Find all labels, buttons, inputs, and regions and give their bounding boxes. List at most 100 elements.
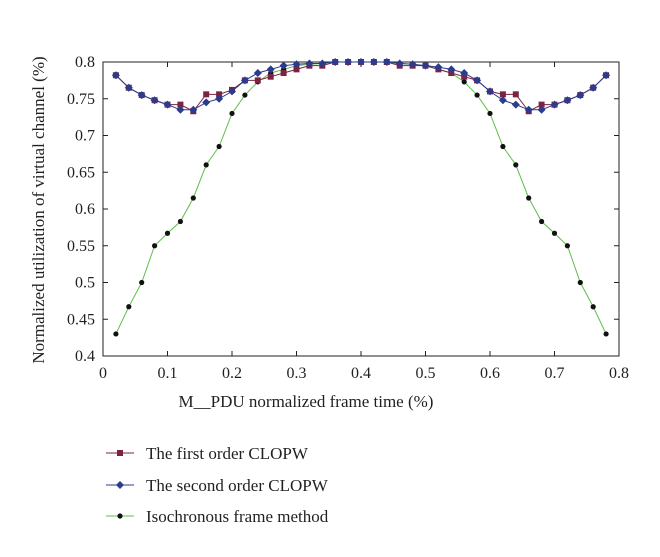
- series-3-circle-marker: [139, 279, 145, 286]
- series-3-circle-marker: [113, 331, 119, 337]
- legend: The first order CLOPW The second order CL…: [106, 444, 329, 526]
- series-1-square-marker: [254, 77, 261, 84]
- y-tick-label: 0.75: [67, 91, 95, 108]
- y-tick-label: 0.4: [75, 348, 95, 365]
- series-3: [113, 59, 609, 337]
- legend-item: Isochronous frame method: [106, 507, 329, 526]
- series-2-diamond-marker: [305, 59, 314, 68]
- series-1-square-marker: [203, 91, 210, 98]
- series-2-diamond-marker: [447, 65, 456, 74]
- y-tick-label: 0.65: [67, 164, 95, 181]
- series-2-diamond-marker: [486, 87, 494, 96]
- x-tick-label: 0: [99, 365, 107, 382]
- x-tick-label: 0.4: [351, 365, 371, 382]
- series-2-diamond-marker: [266, 65, 275, 74]
- series-2-diamond-marker: [240, 76, 249, 85]
- x-tick-label: 0.6: [480, 365, 500, 382]
- series-3-circle-marker: [229, 110, 235, 117]
- series-3-circle-marker: [177, 218, 183, 225]
- series-1-square-marker: [512, 91, 519, 98]
- series-3-circle-marker: [216, 143, 222, 150]
- series-2-diamond-marker: [460, 69, 469, 78]
- x-axis-label: M__PDU normalized frame time (%): [179, 392, 434, 411]
- series-2-diamond-marker: [111, 71, 120, 80]
- series-3-circle-marker: [190, 195, 196, 201]
- y-tick-label: 0.55: [67, 238, 95, 255]
- legend-item: The first order CLOPW: [106, 444, 309, 463]
- y-tick-labels: 0.4 0.45 0.5 0.55 0.6 0.65 0.7 0.75 0.8: [67, 54, 95, 365]
- x-tick-label: 0.2: [222, 365, 242, 382]
- series-3-circle-marker: [551, 230, 558, 236]
- series-2: [111, 58, 611, 114]
- series-1-line: [115, 61, 607, 112]
- series-2-diamond-marker: [434, 63, 443, 72]
- series-2-diamond-marker: [550, 100, 559, 109]
- series-3-circle-marker: [590, 304, 596, 310]
- x-tick-label: 0.5: [416, 365, 436, 382]
- legend-label: The second order CLOPW: [146, 476, 329, 495]
- series-2-diamond-marker: [498, 96, 507, 105]
- series-1-square-marker: [216, 91, 223, 98]
- series-2-diamond-marker: [228, 87, 236, 96]
- legend-label: The first order CLOPW: [146, 444, 309, 463]
- series-2-diamond-marker: [382, 58, 391, 66]
- y-tick-label: 0.45: [67, 311, 95, 328]
- series-2-diamond-marker: [537, 105, 546, 114]
- series-3-circle-marker: [603, 331, 609, 337]
- series-3-circle-marker: [539, 218, 545, 225]
- series-1-square-marker: [293, 66, 300, 73]
- series-3-line: [115, 61, 607, 335]
- series-2-diamond-marker: [344, 58, 353, 66]
- series-1-square-marker: [499, 91, 506, 98]
- series-3-circle-marker: [500, 143, 506, 150]
- series-2-diamond-marker: [150, 96, 159, 105]
- series-3-circle-marker: [152, 243, 158, 249]
- legend-label: Isochronous frame method: [146, 507, 329, 526]
- series-2-diamond-marker: [408, 60, 417, 69]
- series-2-diamond-marker: [215, 94, 224, 103]
- y-tick-label: 0.6: [75, 201, 95, 218]
- series-3-circle-marker: [164, 230, 171, 236]
- series-3-circle-marker: [461, 79, 467, 85]
- x-tick-label: 0.7: [545, 365, 565, 382]
- series-2-diamond-marker: [473, 76, 482, 85]
- x-tick-labels: 0 0.1 0.2 0.3 0.4 0.5 0.6 0.7 0.8: [99, 365, 629, 382]
- series-2-diamond-marker: [602, 71, 611, 80]
- series-3-circle-marker: [577, 279, 583, 286]
- series-2-diamond-marker: [331, 58, 340, 66]
- x-tick-label: 0.1: [158, 365, 178, 382]
- series-2-diamond-marker: [124, 83, 133, 92]
- legend-square-marker: [117, 450, 123, 456]
- series-2-line: [115, 61, 607, 111]
- series-2-diamond-marker: [163, 100, 172, 109]
- legend-diamond-marker: [116, 481, 124, 489]
- series-2-diamond-marker: [202, 98, 211, 107]
- series-2-diamond-marker: [589, 83, 598, 92]
- series-2-diamond-marker: [176, 105, 185, 114]
- series-1-square-marker: [267, 73, 274, 80]
- series-3-circle-marker: [526, 195, 532, 201]
- series-2-diamond-marker: [279, 61, 288, 70]
- series-3-circle-marker: [513, 162, 519, 168]
- series-3-circle-marker: [564, 243, 571, 249]
- y-tick-label: 0.5: [75, 275, 95, 292]
- series-group: [111, 58, 611, 337]
- series-1: [112, 59, 610, 115]
- x-tick-label: 0.8: [609, 365, 629, 382]
- y-tick-label: 0.8: [75, 54, 95, 71]
- x-tick-label: 0.3: [287, 365, 307, 382]
- series-2-diamond-marker: [524, 105, 533, 114]
- series-2-diamond-marker: [318, 59, 327, 68]
- series-3-circle-marker: [487, 110, 493, 117]
- series-2-diamond-marker: [357, 58, 365, 66]
- series-2-diamond-marker: [253, 69, 262, 78]
- series-1-square-marker: [177, 101, 184, 108]
- series-2-diamond-marker: [395, 59, 404, 68]
- legend-item: The second order CLOPW: [106, 476, 329, 495]
- series-2-diamond-marker: [369, 58, 378, 66]
- series-3-circle-marker: [242, 92, 248, 98]
- series-2-diamond-marker: [576, 91, 585, 100]
- series-2-diamond-marker: [421, 61, 430, 70]
- y-tick-label: 0.7: [75, 128, 95, 145]
